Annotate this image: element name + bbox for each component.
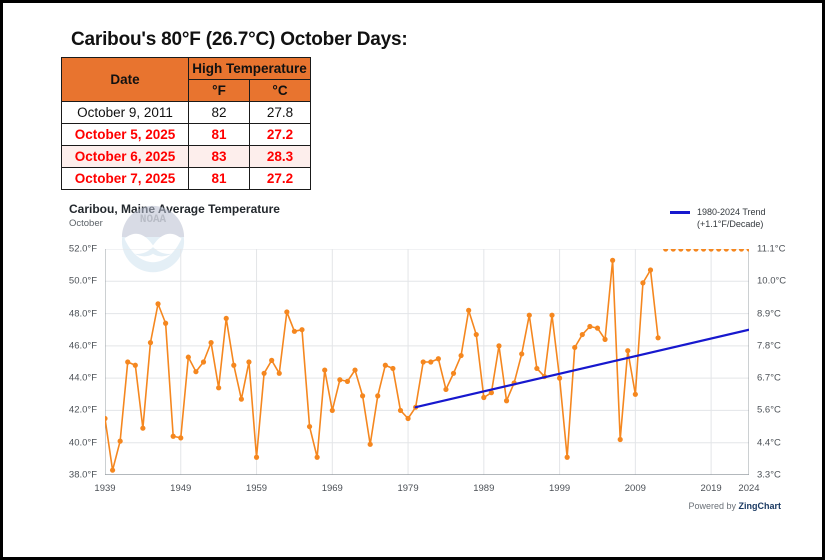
table-body: October 9, 2011 82 27.8 October 5, 2025 81 27… [61, 101, 311, 190]
y2-axis-tick-label: 7.8°C [757, 340, 781, 352]
chart-plot-area[interactable]: 38.0°F 40.0°F 42.0°F 44.0°F 46.0°F 48.0°F 50.0… [69, 244, 786, 495]
x-axis-tick-label: 2009 [624, 483, 646, 494]
chart-title: Caribou, Maine Average Temperature [69, 202, 280, 216]
table-head: Date High Temperature °F °C [61, 57, 311, 102]
temperature-chart: Caribou, Maine Average Temperature Octob… [43, 193, 803, 533]
chart-series-svg [105, 249, 749, 475]
y-axis-tick-label: 48.0°F [68, 308, 97, 320]
table-row: October 5, 2025 81 27.2 [61, 123, 311, 146]
chart-attribution: Powered by ZingChart [688, 501, 781, 511]
chart-legend[interactable]: 1980-2024 Trend (+1.1°F/Decade) [670, 206, 766, 230]
column-header-celsius: °C [249, 79, 311, 102]
y-axis-tick-label: 44.0°F [68, 372, 97, 384]
cell-fahrenheit: 83 [188, 145, 250, 168]
legend-label-line1: 1980-2024 Trend [697, 207, 766, 217]
y-axis-tick-label: 50.0°F [68, 275, 97, 287]
record-temperature-table: Date High Temperature °F °C October 9, 2… [61, 57, 311, 190]
legend-swatch-trend [670, 211, 690, 214]
cell-fahrenheit: 81 [188, 167, 250, 190]
table-header-row-1: Date High Temperature [61, 57, 311, 102]
column-header-high-temperature: High Temperature [188, 57, 311, 80]
x-axis-tick-label: 1989 [473, 483, 495, 494]
cell-date: October 9, 2011 [61, 101, 189, 124]
table-row: October 6, 2025 83 28.3 [61, 145, 311, 168]
page-title: Caribou's 80°F (26.7°C) October Days: [71, 29, 408, 50]
cell-celsius: 28.3 [249, 145, 311, 168]
x-axis-tick-label: 1959 [245, 483, 268, 494]
column-header-fahrenheit: °F [188, 79, 250, 102]
y2-axis-tick-label: 5.6°C [757, 404, 781, 416]
x-axis-tick-label: 1979 [397, 483, 419, 494]
table-row: October 7, 2025 81 27.2 [61, 167, 311, 190]
x-axis-tick-label: 1949 [170, 483, 192, 494]
chart-subtitle: October [69, 218, 103, 229]
y-axis-tick-label: 38.0°F [68, 469, 97, 481]
cell-celsius: 27.2 [249, 167, 311, 190]
x-axis-tick-label: 1999 [549, 483, 571, 494]
cell-date: October 7, 2025 [61, 167, 189, 190]
y2-axis-tick-label: 8.9°C [757, 308, 781, 320]
cell-fahrenheit: 81 [188, 123, 250, 146]
legend-label-line2: (+1.1°F/Decade) [697, 219, 764, 229]
y2-axis-tick-label: 10.0°C [757, 275, 787, 287]
y2-axis-tick-label: 6.7°C [757, 372, 781, 384]
cell-fahrenheit: 82 [188, 101, 250, 124]
x-axis-tick-label: 1939 [94, 483, 116, 494]
cell-celsius: 27.8 [249, 101, 311, 124]
y-axis-tick-label: 40.0°F [68, 437, 97, 449]
cell-date: October 6, 2025 [61, 145, 189, 168]
y2-axis-tick-label: 11.1°C [757, 243, 786, 255]
attribution-prefix: Powered by [688, 501, 739, 511]
legend-label-trend: 1980-2024 Trend (+1.1°F/Decade) [697, 206, 766, 230]
y2-axis-tick-label: 3.3°C [757, 469, 781, 481]
x-axis-tick-label: 1969 [321, 483, 343, 494]
table-row: October 9, 2011 82 27.8 [61, 101, 311, 124]
y2-axis-tick-label: 4.4°C [757, 437, 781, 449]
y-axis-tick-label: 52.0°F [68, 243, 97, 255]
x-axis-tick-label: 2024 [738, 483, 760, 494]
table-header-row-2: °F °C [62, 79, 311, 102]
x-axis-tick-label: 2019 [700, 483, 722, 494]
cell-date: October 5, 2025 [61, 123, 189, 146]
cell-celsius: 27.2 [249, 123, 311, 146]
column-header-date: Date [61, 57, 189, 102]
attribution-brand: ZingChart [738, 501, 782, 511]
y-axis-tick-label: 46.0°F [68, 340, 97, 352]
y-axis-tick-label: 42.0°F [68, 404, 97, 416]
